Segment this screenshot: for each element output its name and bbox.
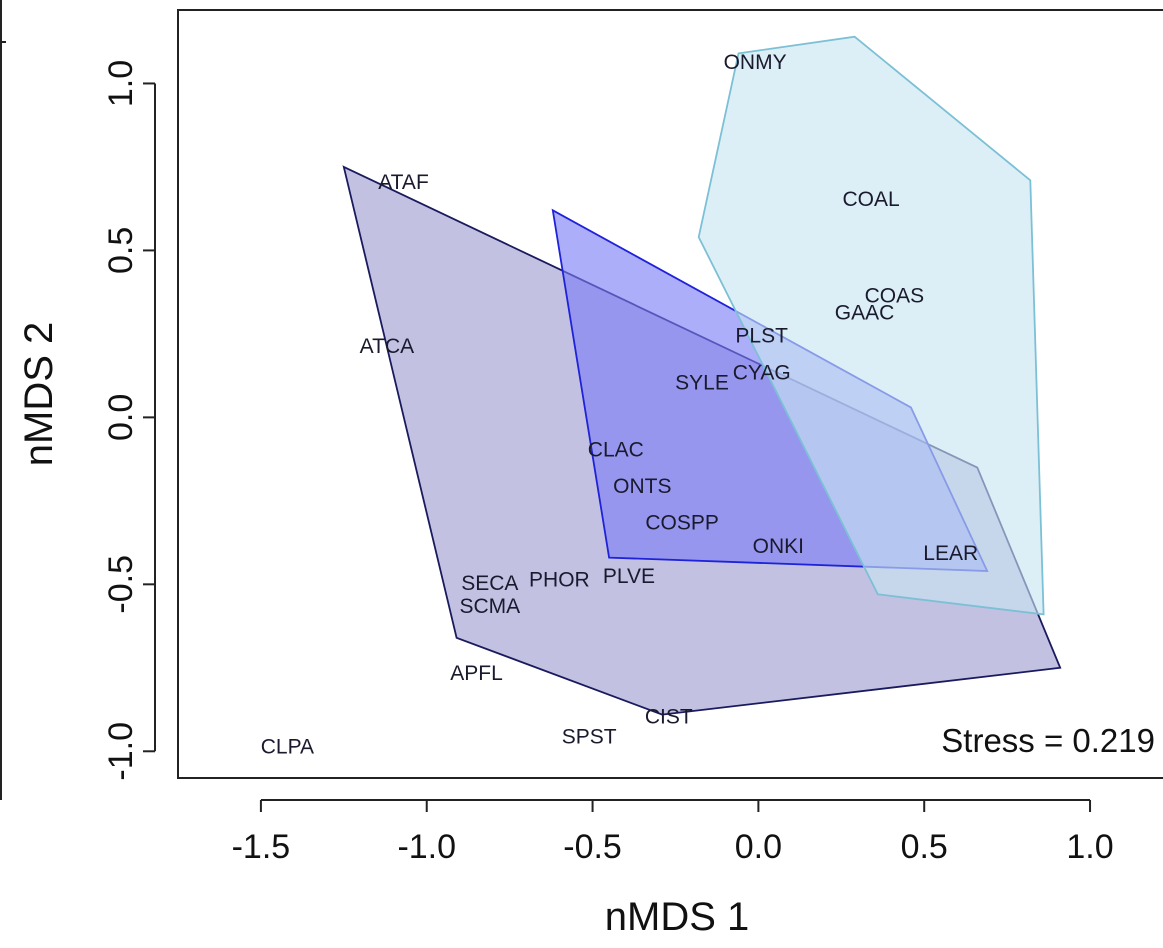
species-label-cospp: COSPP: [645, 512, 719, 535]
species-label-gaac: GAAC: [835, 301, 895, 324]
species-label-scma: SCMA: [459, 595, 520, 618]
convex-hulls: [342, 35, 1062, 716]
species-label-coas: COAS: [865, 285, 925, 308]
species-label-plst: PLST: [735, 325, 788, 348]
species-label-coal: COAL: [843, 188, 900, 211]
x-tick-label: -0.5: [563, 828, 622, 866]
species-label-apfl: APFL: [450, 662, 503, 685]
y-tick-label: 1.0: [102, 60, 140, 107]
stress-annotation: Stress = 0.219: [941, 722, 1155, 759]
species-label-clac: CLAC: [588, 438, 644, 461]
species-label-onmy: ONMY: [724, 51, 787, 74]
x-tick-label: 0.5: [901, 828, 948, 866]
plot-frame: [177, 9, 1163, 779]
x-tick-label: -1.0: [397, 828, 456, 866]
species-label-clpa: CLPA: [261, 735, 314, 758]
x-axis: -1.5 -1.0 -0.5 0.0 0.5 1.0: [232, 799, 1114, 866]
y-axis-title: nMDS 2: [17, 322, 61, 467]
species-label-phor: PHOR: [529, 569, 590, 592]
species-label-atca: ATCA: [360, 335, 414, 358]
species-label-lear: LEAR: [923, 542, 978, 565]
species-label-ataf: ATAF: [378, 171, 429, 194]
species-label-seca: SECA: [461, 572, 518, 595]
y-tick-label: -0.5: [102, 555, 140, 614]
x-tick-label: 1.0: [1066, 828, 1113, 866]
y-tick-label: -1.0: [102, 722, 140, 781]
y-tick-label: 0.5: [102, 227, 140, 274]
x-axis-title: nMDS 1: [605, 895, 750, 939]
species-label-cyag: CYAG: [733, 362, 791, 385]
species-label-cist: CIST: [645, 705, 693, 728]
hull-3: [697, 35, 1045, 616]
species-label-syle: SYLE: [675, 372, 729, 395]
species-label-plve: PLVE: [603, 565, 655, 588]
x-tick-label: -1.5: [232, 828, 291, 866]
species-label-onki: ONKI: [753, 535, 804, 558]
species-label-onts: ONTS: [613, 475, 671, 498]
y-axis: -1.0 -0.5 0.0 0.5 1.0: [102, 60, 156, 781]
x-tick-label: 0.0: [735, 828, 782, 866]
y-tick-label: 0.0: [102, 394, 140, 441]
species-label-spst: SPST: [562, 725, 617, 748]
